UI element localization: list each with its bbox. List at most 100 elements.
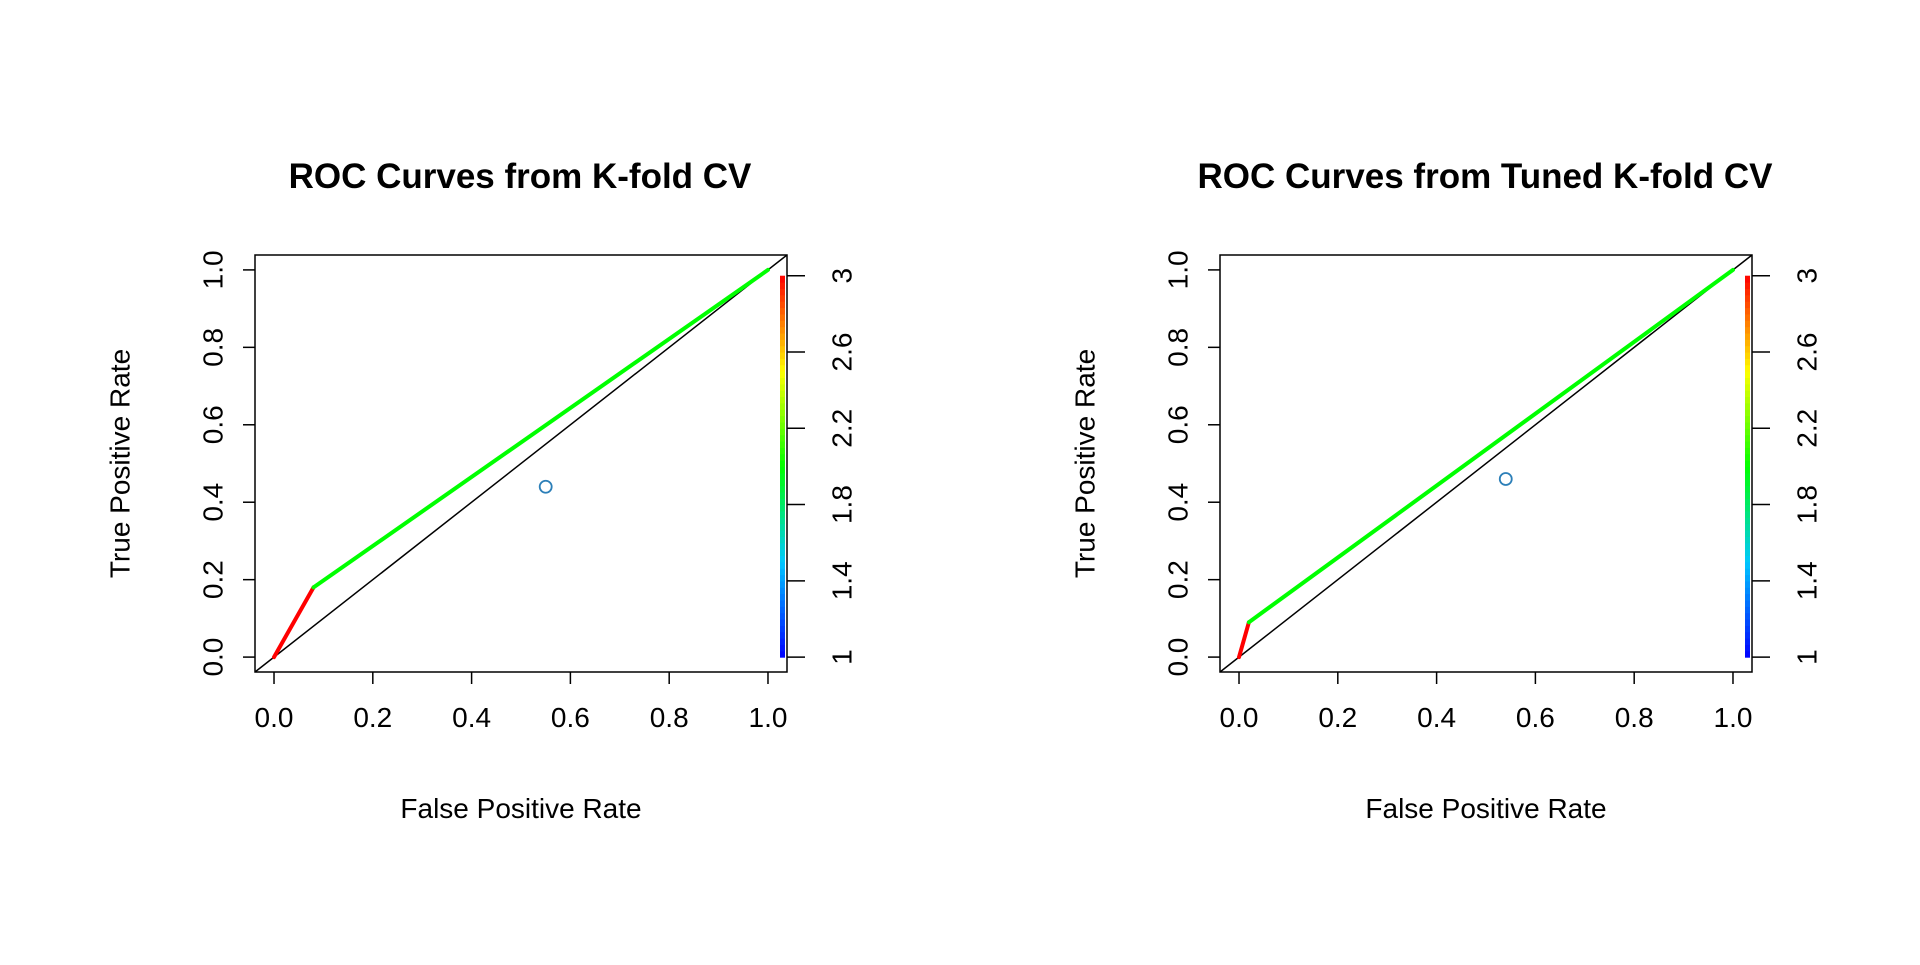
y-tick-label: 0.4: [197, 483, 228, 522]
colorbar-segment: [780, 390, 785, 398]
colorbar-segment: [1745, 345, 1750, 353]
y-tick-label: 1.0: [1162, 250, 1193, 289]
colorbar-segment: [1745, 358, 1750, 366]
colorbar-segment: [1745, 517, 1750, 525]
y-axis-label: True Positive Rate: [104, 349, 135, 578]
colorbar-segment: [1745, 574, 1750, 582]
y-tick-label: 0.8: [197, 328, 228, 367]
colorbar-segment: [780, 415, 785, 423]
colorbar-segment: [1745, 440, 1750, 448]
colorbar-tick-label: 2.6: [1791, 333, 1822, 372]
colorbar-segment: [1745, 460, 1750, 468]
colorbar-segment: [1745, 313, 1750, 321]
colorbar-segment: [1745, 504, 1750, 512]
colorbar-segment: [1745, 326, 1750, 334]
colorbar-segment: [780, 587, 785, 595]
colorbar-segment: [1745, 294, 1750, 302]
colorbar-segment: [780, 332, 785, 340]
diagonal-reference-line: [1219, 254, 1753, 673]
colorbar-segment: [780, 396, 785, 404]
x-tick-label: 0.4: [1417, 702, 1456, 733]
x-tick-label: 1.0: [1714, 702, 1753, 733]
roc-curve-segment: [272, 585, 316, 660]
colorbar-segment: [1745, 351, 1750, 359]
colorbar-segment: [1745, 479, 1750, 487]
colorbar-segment: [1745, 631, 1750, 639]
colorbar-tick-label: 1: [826, 649, 857, 665]
colorbar-segment: [780, 466, 785, 474]
x-tick-label: 0.4: [452, 702, 491, 733]
colorbar-segment: [780, 421, 785, 429]
colorbar-segment: [780, 371, 785, 379]
colorbar-segment: [780, 364, 785, 372]
colorbar-segment: [1745, 320, 1750, 328]
colorbar-segment: [1745, 580, 1750, 588]
colorbar-segment: [1745, 491, 1750, 499]
colorbar-segment: [1745, 536, 1750, 544]
colorbar-tick-label: 3: [826, 268, 857, 284]
colorbar-segment: [780, 536, 785, 544]
chart-panel-2: ROC Curves from Tuned K-fold CV 0.0 0.2 0.4…: [1069, 157, 1822, 824]
colorbar-segment: [780, 555, 785, 563]
colorbar-segment: [780, 606, 785, 614]
x-axis-label: False Positive Rate: [1365, 793, 1606, 824]
colorbar-tick-label: 1.8: [826, 485, 857, 524]
colorbar-segment: [1745, 555, 1750, 563]
colorbar-segment: [780, 580, 785, 588]
x-tick-label: 0.6: [551, 702, 590, 733]
colorbar-segment: [1745, 542, 1750, 550]
colorbar-segment: [780, 498, 785, 506]
x-tick-label: 0.0: [255, 702, 294, 733]
colorbar-segment: [1745, 644, 1750, 652]
y-tick-label: 0.0: [1162, 638, 1193, 677]
colorbar-tick-label: 2.6: [826, 333, 857, 372]
colorbar-segment: [1745, 529, 1750, 537]
colorbar-segment: [780, 313, 785, 321]
colorbar-segment: [1745, 485, 1750, 493]
colorbar-segment: [1745, 587, 1750, 595]
y-tick-label: 0.2: [197, 560, 228, 599]
colorbar-tick-label: 1.4: [826, 561, 857, 600]
colorbar-tick-label: 1.4: [1791, 561, 1822, 600]
chart-panel-1: ROC Curves from K-fold CV 0.0 0.2 0.4 0.6 0.8…: [104, 157, 857, 824]
colorbar-segment: [1745, 383, 1750, 391]
colorbar-segment: [780, 351, 785, 359]
y-tick-label: 0.0: [197, 638, 228, 677]
colorbar-segment: [1745, 618, 1750, 626]
colorbar-segment: [780, 339, 785, 347]
colorbar-segment: [1745, 549, 1750, 556]
colorbar-segment: [1745, 434, 1750, 442]
y-tick-label: 0.6: [1162, 405, 1193, 444]
colorbar-segment: [780, 504, 785, 512]
colorbar-segment: [1745, 568, 1750, 576]
colorbar-segment: [780, 574, 785, 582]
colorbar-segment: [1745, 421, 1750, 429]
colorbar-segment: [1745, 275, 1750, 283]
colorbar-segment: [780, 275, 785, 283]
colorbar-segment: [780, 409, 785, 417]
y-tick-label: 0.8: [1162, 328, 1193, 367]
colorbar-segment: [1745, 409, 1750, 417]
colorbar-segment: [780, 377, 785, 385]
colorbar-segment: [1745, 282, 1750, 290]
colorbar-segment: [1745, 453, 1750, 461]
data-point: [538, 479, 553, 494]
colorbar-segment: [780, 593, 785, 601]
colorbar-segment: [780, 434, 785, 442]
colorbar-segment: [1745, 288, 1750, 296]
colorbar-segment: [780, 288, 785, 296]
colorbar-segment: [1745, 612, 1750, 620]
colorbar-tick-label: 2.2: [826, 409, 857, 448]
colorbar-segment: [1745, 402, 1750, 410]
colorbar-segment: [780, 358, 785, 366]
chart-title: ROC Curves from Tuned K-fold CV: [1198, 157, 1774, 196]
colorbar-segment: [1745, 332, 1750, 340]
colorbar-segment: [780, 644, 785, 652]
colorbar-segment: [780, 383, 785, 391]
colorbar-segment: [780, 491, 785, 499]
colorbar-segment: [780, 428, 785, 436]
y-tick-label: 0.4: [1162, 483, 1193, 522]
colorbar-segment: [1745, 447, 1750, 455]
